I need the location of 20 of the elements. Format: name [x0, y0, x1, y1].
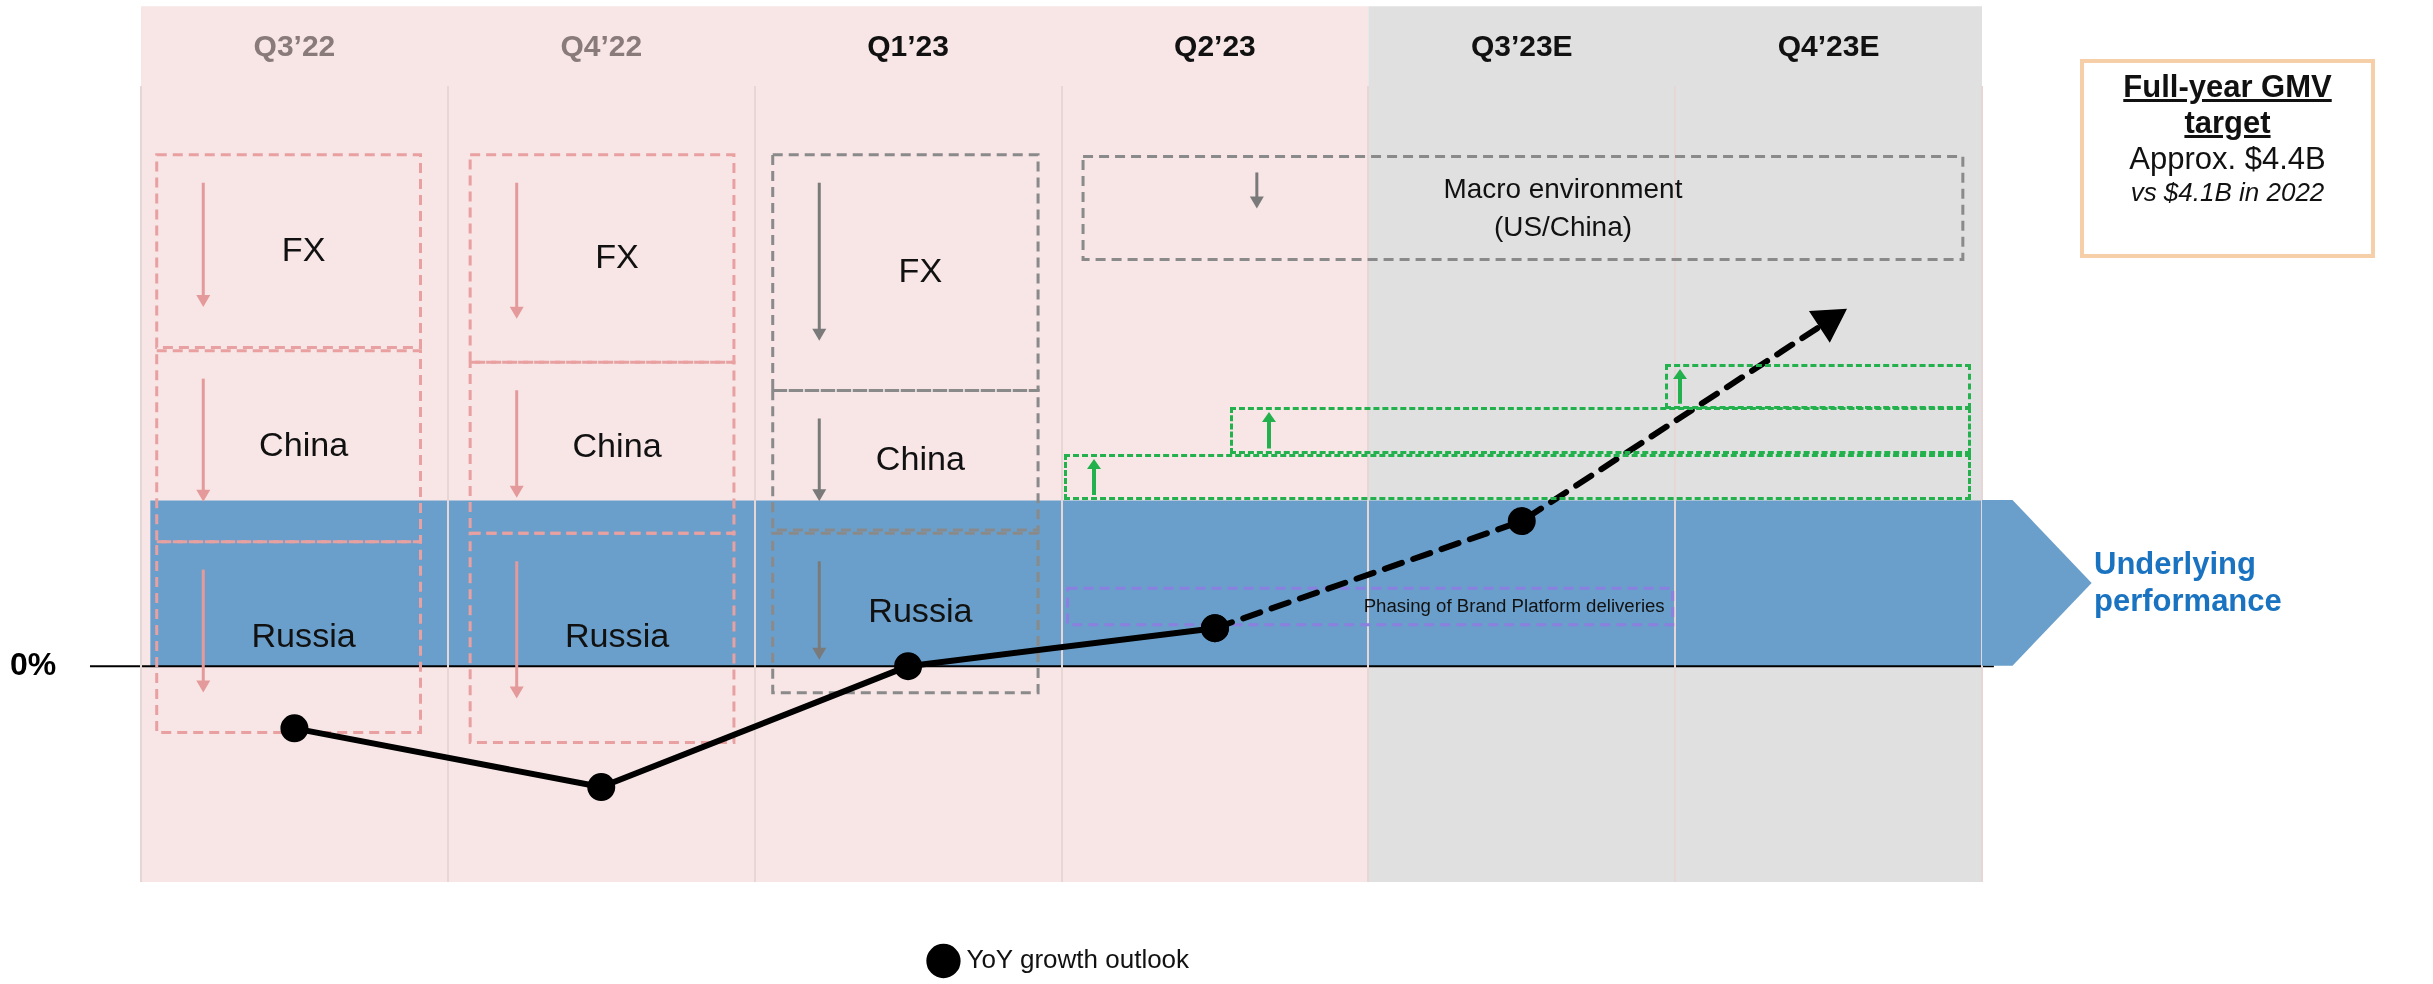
x-tick-label: Q4’23E — [1777, 29, 1880, 63]
x-tick-label: Q3’22 — [253, 29, 336, 63]
text: FX — [281, 229, 326, 268]
x-tick-label: Q2’23 — [1174, 29, 1256, 63]
annotation: Russia — [564, 616, 670, 655]
text: Macro environment (US/China) — [1443, 172, 1683, 242]
text: FX — [898, 251, 943, 290]
text: FX — [595, 236, 640, 275]
legend-label: YoY growth outlook — [966, 944, 1191, 975]
annotation: China — [259, 424, 349, 463]
x-tick-label: Q1’23 — [867, 29, 949, 63]
text: Underlying performance — [2094, 545, 2283, 620]
x-tick-label: Q3’23E — [1470, 29, 1573, 63]
annotation: China — [572, 426, 662, 465]
annotation: Russia — [868, 591, 973, 630]
callout-box: Full-year GMV target Approx. $4.4B vs $4.1B in 2022 — [2080, 59, 2375, 258]
annotation: China — [875, 438, 965, 477]
annotation: Russia — [251, 615, 356, 654]
ref-line-label: 0% — [10, 645, 57, 682]
x-tick-label: Q4’22 — [560, 29, 643, 63]
